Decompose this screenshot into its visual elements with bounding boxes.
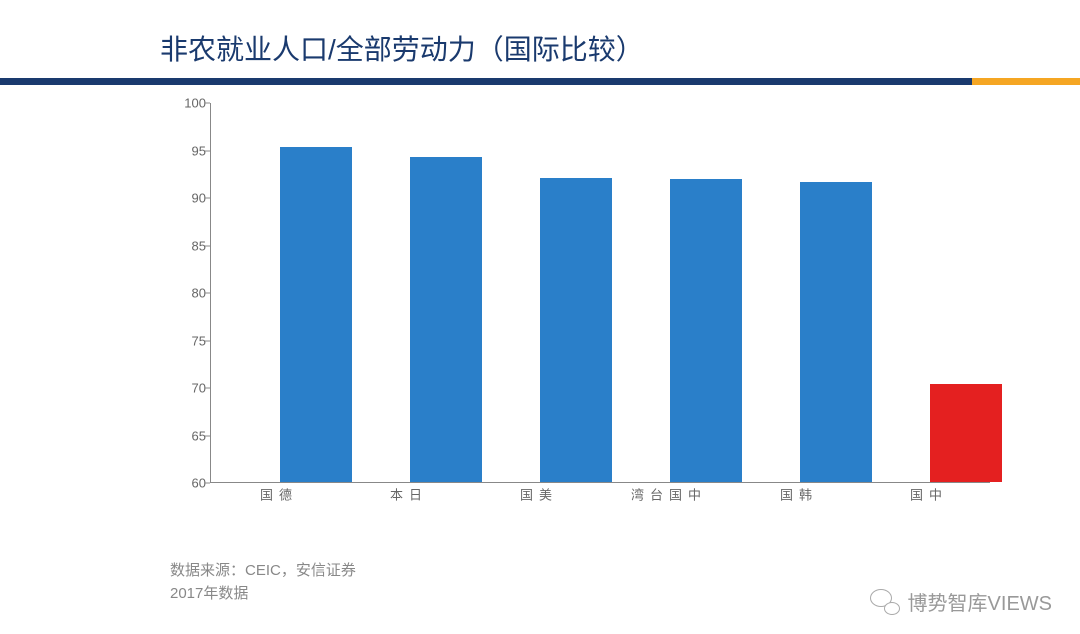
y-tick-label: 65: [170, 428, 206, 443]
y-tick-label: 70: [170, 381, 206, 396]
bar: [930, 384, 1002, 482]
bar: [540, 178, 612, 482]
y-tick-mark: [205, 245, 210, 246]
x-tick-label: 德国: [256, 488, 294, 505]
watermark-text: 博势智库VIEWS: [908, 587, 1052, 616]
x-tick-label: 中国台湾: [627, 488, 703, 505]
source-line-1: 数据来源：CEIC，安信证券: [170, 560, 356, 583]
plot-area: [210, 103, 990, 483]
y-tick-mark: [205, 150, 210, 151]
x-tick-label: 美国: [516, 488, 554, 505]
bar: [800, 182, 872, 482]
underline-orange-segment: [972, 78, 1080, 85]
data-source: 数据来源：CEIC，安信证券 2017年数据: [170, 560, 356, 605]
x-tick-label: 韩国: [776, 488, 814, 505]
source-line-2: 2017年数据: [170, 583, 356, 606]
y-tick-label: 60: [170, 476, 206, 491]
watermark: 博势智库VIEWS: [870, 587, 1052, 616]
y-tick-mark: [205, 435, 210, 436]
y-tick-mark: [205, 293, 210, 294]
y-tick-label: 100: [170, 96, 206, 111]
y-tick-mark: [205, 483, 210, 484]
bar-chart: 60 65 70 75 80 85 90 95 100 德国 日本 美国 中国台湾 韩国 中国: [170, 95, 1000, 505]
y-tick-mark: [205, 388, 210, 389]
y-tick-label: 90: [170, 191, 206, 206]
bar: [410, 157, 482, 482]
y-tick-label: 95: [170, 143, 206, 158]
bar: [280, 147, 352, 482]
x-tick-label: 日本: [386, 488, 424, 505]
x-tick-label: 中国: [906, 488, 944, 505]
underline-blue-segment: [0, 78, 972, 85]
y-tick-label: 80: [170, 286, 206, 301]
y-tick-mark: [205, 198, 210, 199]
title-underline: [0, 78, 1080, 85]
bar: [670, 179, 742, 482]
wechat-icon: [870, 589, 900, 615]
y-tick-mark: [205, 340, 210, 341]
y-tick-label: 75: [170, 333, 206, 348]
y-tick-mark: [205, 103, 210, 104]
y-tick-label: 85: [170, 238, 206, 253]
chart-title: 非农就业人口/全部劳动力（国际比较）: [160, 28, 644, 68]
